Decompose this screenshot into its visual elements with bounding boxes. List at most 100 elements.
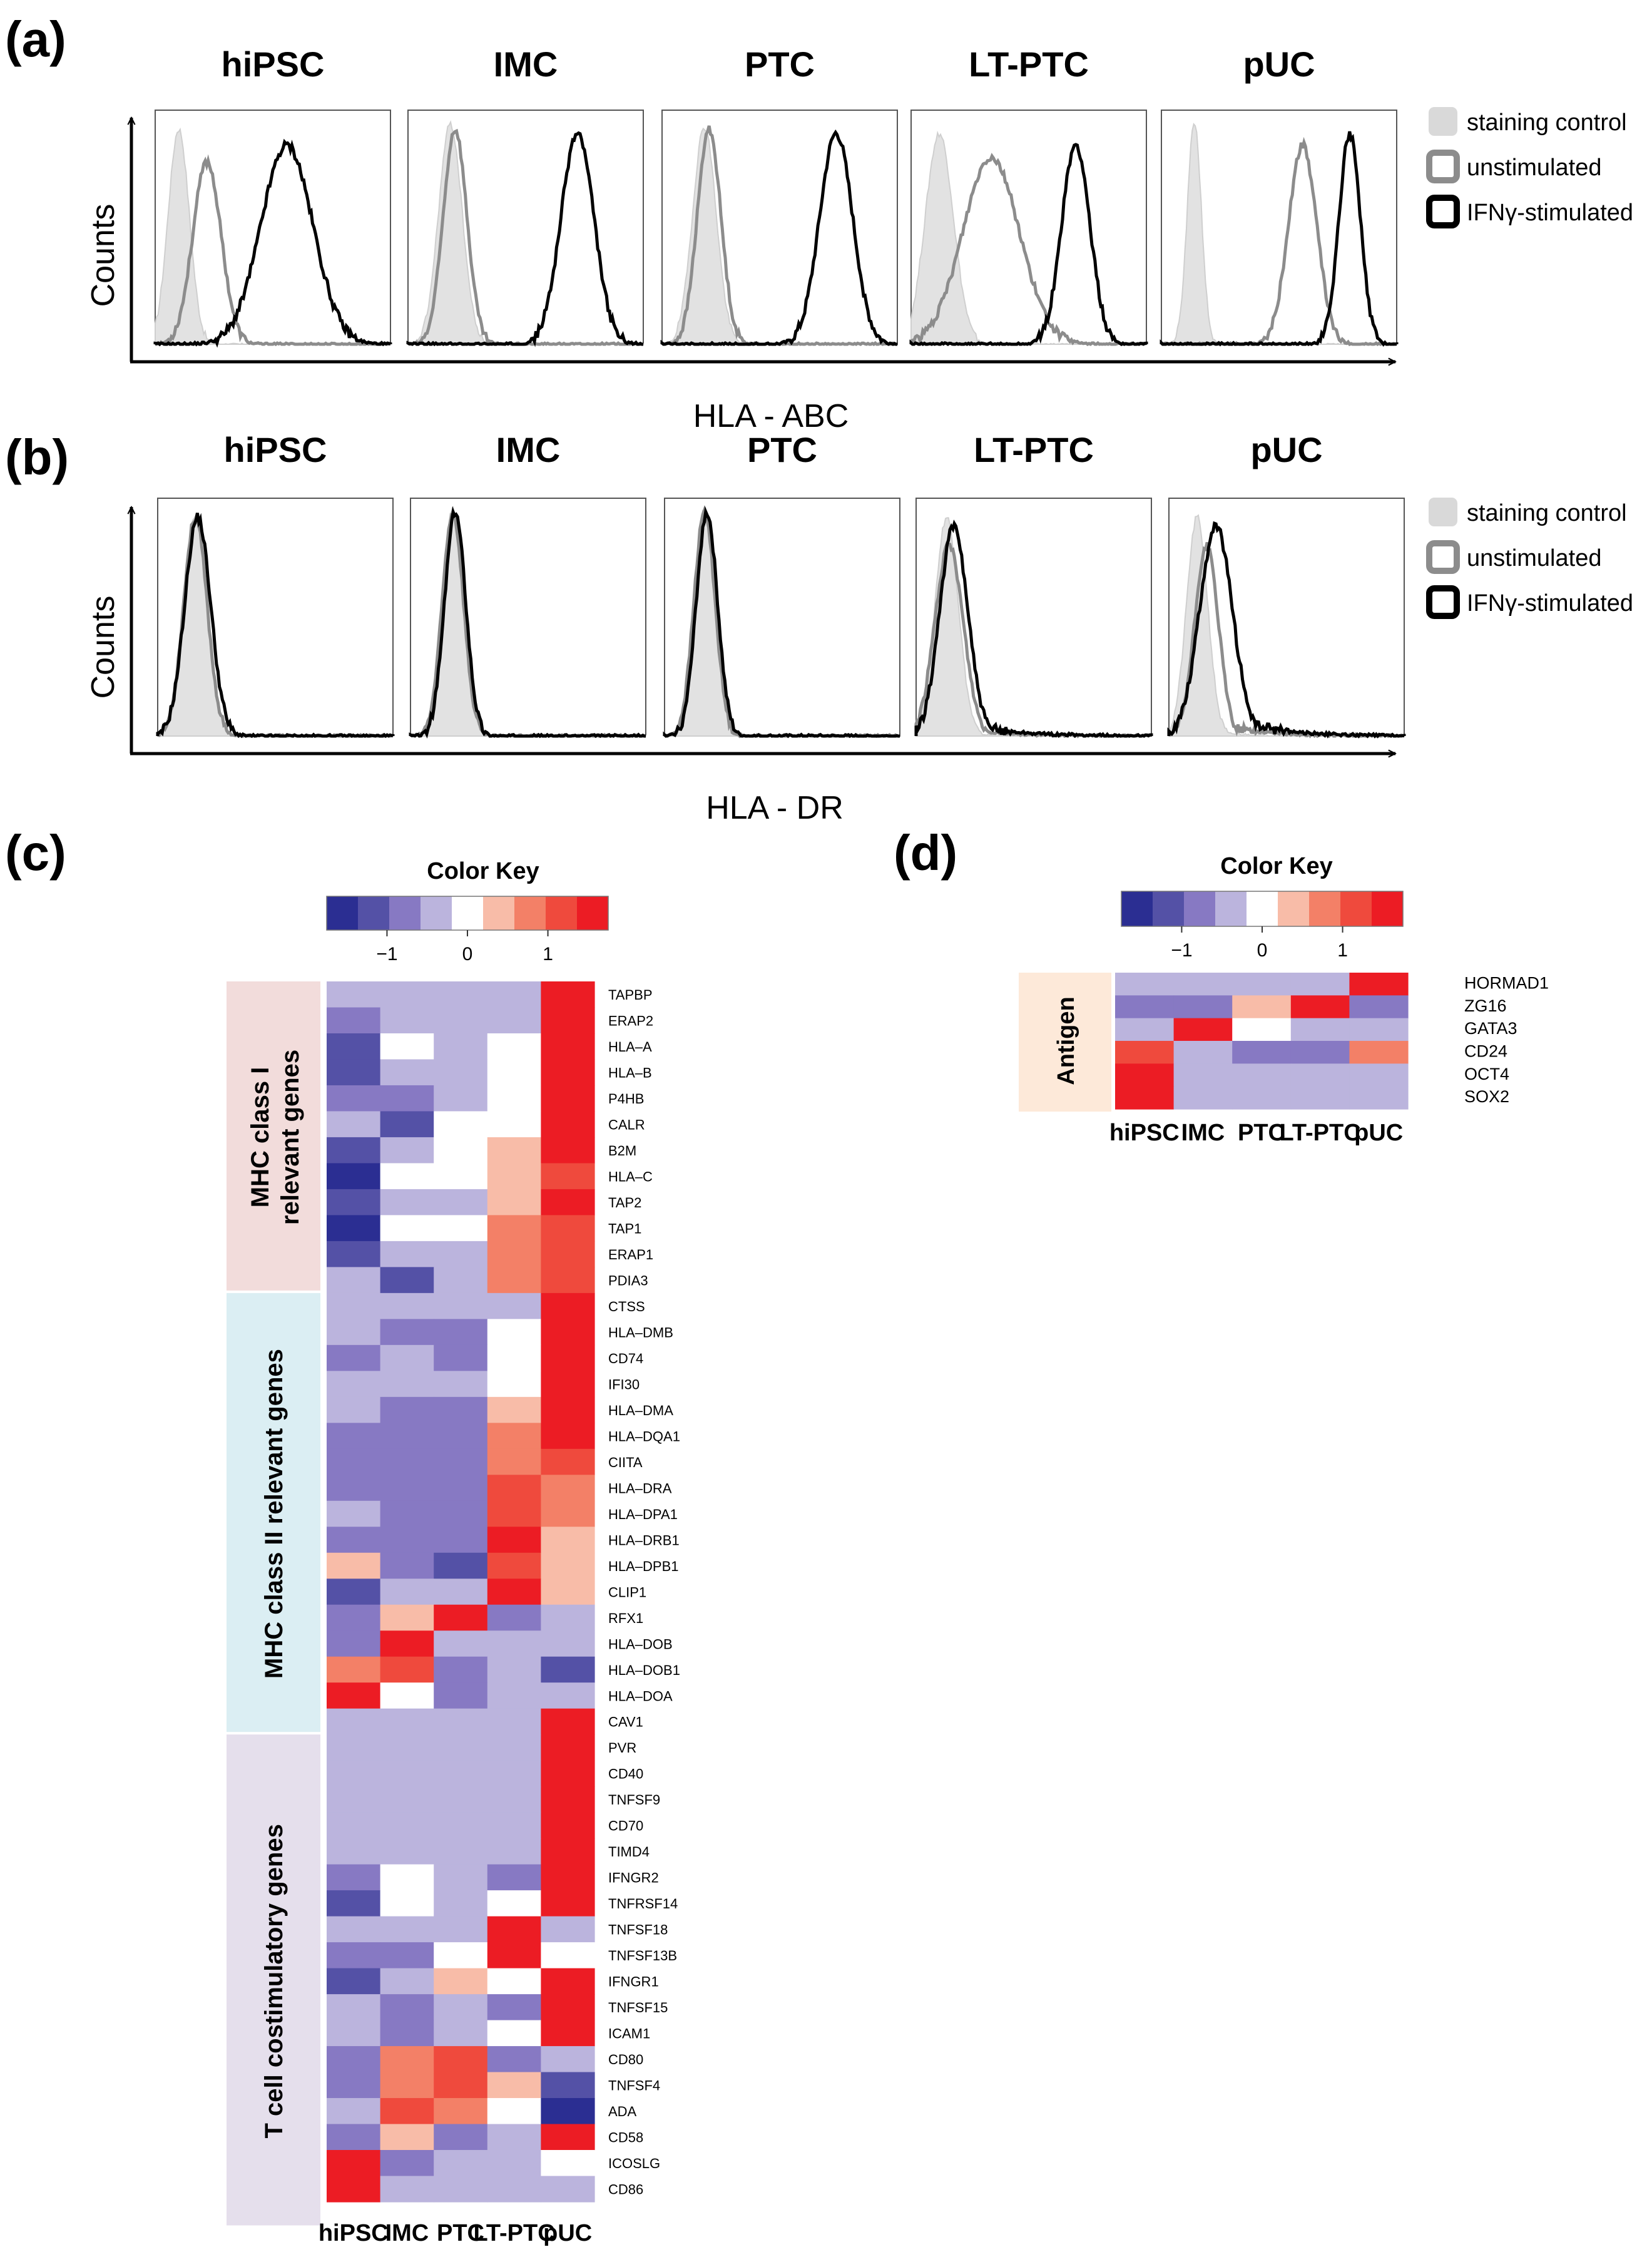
heatmap-cell (541, 1059, 595, 1086)
heatmap-cell (327, 1916, 381, 1943)
heatmap-cell (380, 1552, 434, 1579)
heatmap-cell (487, 1968, 541, 1995)
heatmap-cell (434, 2020, 488, 2047)
color-key-swatch (1309, 891, 1341, 926)
heatmap-cell (1232, 1041, 1292, 1064)
heatmap-cell (487, 1994, 541, 2021)
heatmap-cell (541, 2020, 595, 2047)
heatmap-cell (380, 1942, 434, 1969)
heatmap-cell (487, 1423, 541, 1450)
heatmap-cell (541, 1760, 595, 1787)
heatmap-cell (380, 1371, 434, 1398)
heatmap-cell (434, 1033, 488, 1060)
heatmap-cell (327, 1137, 381, 1164)
heatmap-cell (434, 1527, 488, 1553)
heatmap-cell (380, 1033, 434, 1060)
heatmap-cell (380, 1059, 434, 1086)
panel-letter-a: (a) (5, 11, 66, 67)
heatmap-cell (487, 1786, 541, 1813)
heatmap-cell (487, 1656, 541, 1683)
heatmap-cell (1349, 1041, 1409, 1064)
heatmap-cell (380, 1994, 434, 2021)
heatmap-cell (327, 1111, 381, 1138)
heatmap-cell (541, 1864, 595, 1891)
heatmap-cell (1290, 995, 1350, 1019)
heatmap-cell (434, 1656, 488, 1683)
heatmap-cell (327, 1163, 381, 1190)
heatmap-cell (541, 1344, 595, 1371)
column-label: pUC (1354, 1120, 1403, 1146)
gene-label: TNFSF18 (608, 1922, 668, 1938)
legend-swatch (1426, 195, 1460, 228)
heatmap-cell (434, 1604, 488, 1631)
heatmap-cell (380, 2098, 434, 2125)
heatmap-cell (327, 1267, 381, 1294)
gene-group-label: MHC class II relevant genes (260, 1349, 288, 1679)
heatmap-cell (327, 2150, 381, 2177)
heatmap-cell (541, 1734, 595, 1761)
heatmap-cell (541, 1552, 595, 1579)
color-key-swatch (1153, 891, 1185, 926)
gene-label: TNFSF13B (608, 1948, 677, 1963)
gene-label: HLA–DPA1 (608, 1507, 678, 1522)
heatmap-cell (327, 1812, 381, 1839)
heatmap-cell (327, 1085, 381, 1112)
gene-label: HLA–A (608, 1039, 652, 1055)
heatmap-cell (487, 2020, 541, 2047)
histogram-panel-b: hiPSC IMC PTC LT-PTC pUC Counts HLA - DR sta… (85, 430, 1633, 826)
heatmap-cell (434, 1319, 488, 1346)
heatmap-cell (541, 1111, 595, 1138)
ifn-histogram (663, 506, 900, 739)
heatmap-cell (541, 1942, 595, 1969)
heatmap-cell (327, 1396, 381, 1423)
heatmap-cell (327, 1448, 381, 1475)
heatmap-cell (380, 1319, 434, 1346)
legend-swatch (1429, 107, 1457, 136)
heatmap-cell (434, 2046, 488, 2073)
heatmap-cell (541, 1916, 595, 1943)
gene-label: CD74 (608, 1351, 643, 1366)
heatmap-cell (327, 1371, 381, 1398)
heatmap-cell (434, 2176, 488, 2203)
column-label: IMC (385, 2220, 429, 2246)
gene-label: CTSS (608, 1299, 645, 1314)
color-key-swatch (421, 896, 452, 930)
heatmap-cell (487, 1241, 541, 1267)
heatmap-cell (380, 1267, 434, 1294)
color-key-swatch (358, 896, 390, 930)
cell-type-title: PTC (747, 430, 817, 469)
heatmap-cell (327, 1215, 381, 1242)
gene-group-label-line: relevant genes (277, 1050, 304, 1225)
gene-label: HLA–DMB (608, 1324, 673, 1340)
color-key-swatch (1121, 891, 1153, 926)
gene-label: ICAM1 (608, 2026, 650, 2042)
heatmap-cell (1173, 1041, 1233, 1064)
heatmap-cell (380, 981, 434, 1008)
heatmap-cell (380, 1163, 434, 1190)
gene-label: HLA–C (608, 1169, 653, 1184)
legend-label: IFNγ-stimulated (1467, 200, 1633, 226)
heatmap-cell (434, 1994, 488, 2021)
gene-label: IFNGR2 (608, 1870, 659, 1886)
heatmap-cell (541, 1475, 595, 1502)
y-axis-label: Counts (85, 204, 121, 307)
heatmap-cell (327, 1059, 381, 1086)
heatmap-cell (434, 1344, 488, 1371)
heatmap-cell (380, 1682, 434, 1709)
x-axis-label: HLA - DR (706, 790, 844, 826)
heatmap-cell (434, 981, 488, 1008)
heatmap-cell (434, 1579, 488, 1605)
heatmap-cell (487, 1734, 541, 1761)
heatmap-cell (434, 1864, 488, 1891)
heatmap-cell (327, 1423, 381, 1450)
cell-type-title: pUC (1243, 44, 1315, 84)
gene-label: TIMD4 (608, 1844, 650, 1860)
heatmap-cell (487, 1604, 541, 1631)
heatmap-cell (1115, 1063, 1175, 1087)
heatmap-cell (434, 2098, 488, 2125)
heatmap-cell (380, 1812, 434, 1839)
heatmap-cell (327, 1527, 381, 1553)
heatmap-cell (327, 1786, 381, 1813)
heatmap-cell (487, 1760, 541, 1787)
